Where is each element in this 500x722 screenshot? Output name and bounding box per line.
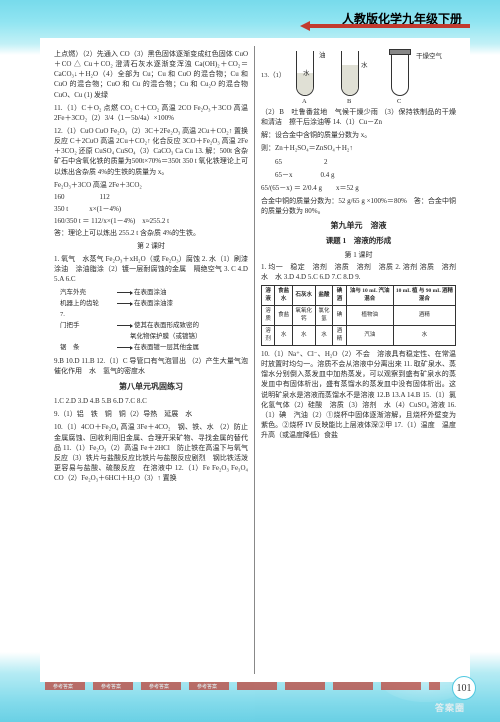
label-b: B <box>347 97 351 106</box>
table-header: 10 mL 植 与 90 mL 酒精混合 <box>393 286 455 306</box>
test-tube-diagram: 13.（1） 油 水 水 干燥空气 A B C <box>261 49 456 104</box>
unit-title: 第八单元巩固练习 <box>54 381 248 393</box>
text-block: 1. 氧气 水蒸气 Fe₂O₃＋xH₂O（或 Fe₂O₃）腐蚀 2. 水（1）刷… <box>54 254 248 284</box>
table-header: 碘酒 <box>333 286 346 306</box>
diagram-label: 门把手 <box>60 320 115 331</box>
text-block: 10.（1）4CO＋Fe₂O₄ 高温 3Fe＋4CO₂ 钢、铁、水 （2）防止金… <box>54 422 248 483</box>
text-block: 11.（1）C＋O₂ 点燃 CO₂ C＋CO₂ 高温 2CO Fe₂O₃＋3CO… <box>54 103 248 123</box>
table-row: 溶质 食盐 氧氧化钙 氯化氢 碘 植物油 酒精 <box>262 306 456 326</box>
equation-line: 350 t x×(1－4%) <box>54 204 248 214</box>
text-block: 65－x 0.4 g <box>261 170 456 180</box>
equation-line: 160/350 t ＝ 112/x×(1－4%) x≈255.2 t <box>54 216 248 226</box>
text-block: 上点燃）（2）先通入 CO（3）黑色固体逐渐变成红色固体 CuO＋CO △ Cu… <box>54 49 248 100</box>
diagram-row: 氧化物保护膜（或镀铬） <box>60 331 248 342</box>
table-cell: 水 <box>315 326 333 346</box>
header-red-bar <box>310 24 470 28</box>
table-cell: 溶剂 <box>262 326 275 346</box>
page-number-badge: 101 <box>452 676 476 700</box>
lesson-heading: 第 2 课时 <box>54 241 248 251</box>
text-block: 12.（1）CuO CuO Fe₂O₃（2）3C＋2Fe₂O₃ 高温 2Cu＋C… <box>54 126 248 177</box>
text-block: 9.（1）铝 铁 铜 铜（2）导热 延展 水 <box>54 409 248 419</box>
table-cell: 食盐 <box>275 306 293 326</box>
text-block: 65 2 <box>261 157 456 167</box>
diagram-action: 在表面涂油 <box>134 287 167 298</box>
right-column: 13.（1） 油 水 水 干燥空气 A B C （2）B 吐鲁番盆地 气候干燥少… <box>255 46 462 674</box>
page-number: 101 <box>457 683 472 694</box>
watermark-text: 答案圈 <box>435 701 465 714</box>
diagram-action: 在表面涂油漆 <box>134 298 173 309</box>
text-block: 10.（1）Na⁺、Cl⁻、H₂O（2）不会 溶液具有稳定性、在常温时放置时均匀… <box>261 349 456 440</box>
table-row: 溶剂 水 水 水 酒精 汽油 水 <box>262 326 456 346</box>
equation-line: 160 112 <box>54 192 248 202</box>
main-content: 上点燃）（2）先通入 CO（3）黑色固体逐渐变成红色固体 CuO＋CO △ Cu… <box>40 38 470 682</box>
text-block: （2）B 吐鲁番盆地 气候干燥少雨 （3）保持铁制品的干燥和清洁 擦干后涂油等 … <box>261 107 456 127</box>
diagram-row: 汽车外壳 在表面涂油 <box>60 287 248 298</box>
left-column: 上点燃）（2）先通入 CO（3）黑色固体逐渐变成红色固体 CuO＋CO △ Cu… <box>48 46 255 674</box>
table-row: 溶液 食盐水 石灰水 盐酸 碘酒 油与 10 mL 汽油混合 10 mL 植 与… <box>262 286 456 306</box>
arrow-diagram: 汽车外壳 在表面涂油 机器上的齿轮 在表面涂油漆 7. 门把手 使其在表面形成致… <box>54 287 248 353</box>
arrow-icon <box>117 347 132 348</box>
table-cell: 酒精 <box>333 326 346 346</box>
table-cell: 水 <box>293 326 316 346</box>
diagram-label: 机器上的齿轮 <box>60 298 115 309</box>
table-header: 石灰水 <box>293 286 316 306</box>
lesson-heading: 第 1 课时 <box>261 250 456 260</box>
table-cell: 溶质 <box>262 306 275 326</box>
label-water: 水 <box>361 61 368 70</box>
test-tube-c <box>391 51 409 96</box>
table-header: 溶液 <box>262 286 275 306</box>
label-dry-air: 干燥空气 <box>416 52 444 61</box>
question-number: 13.（1） <box>261 71 285 80</box>
label-c: C <box>397 97 401 106</box>
table-cell: 水 <box>275 326 293 346</box>
footer-label: 参考答案 <box>101 683 121 690</box>
table-cell: 氧氧化钙 <box>293 306 316 326</box>
text-block: 65/(65－x) ＝ 2/0.4 g x＝52 g <box>261 183 456 193</box>
text-block: 1. 均一 稳定 溶剂 溶质 溶剂 溶质 2. 溶剂 溶质 溶剂 水 水 3.D… <box>261 262 456 282</box>
arrow-icon <box>117 325 132 326</box>
text-block: 合金中铜的质量分数为：52 g/65 g ×100%＝80% 答：合金中铜的质量… <box>261 196 456 216</box>
label-oil: 油 <box>319 51 326 60</box>
table-cell: 水 <box>393 326 455 346</box>
label-a: A <box>302 97 307 106</box>
table-cell: 汽油 <box>346 326 393 346</box>
diagram-num: 7. <box>60 309 248 320</box>
diagram-action: 使其在表面形成致密的 <box>134 320 199 331</box>
table-header: 食盐水 <box>275 286 293 306</box>
text-block: 9.B 10.D 11.B 12.（1）C 导管口有气泡冒出 （2）产生大量气泡… <box>54 356 248 376</box>
liquid-fill <box>342 65 358 95</box>
diagram-row: 机器上的齿轮 在表面涂油漆 <box>60 298 248 309</box>
table-cell: 碘 <box>333 306 346 326</box>
arrow-icon <box>117 292 132 293</box>
table-cell: 酒精 <box>393 306 455 326</box>
diagram-label: 汽车外壳 <box>60 287 115 298</box>
text-block: 则：Zn＋H₂SO₄＝ZnSO₄＋H₂↑ <box>261 143 456 153</box>
footer-label: 参考答案 <box>149 683 169 690</box>
diagram-action: 氧化物保护膜（或镀铬） <box>130 331 202 342</box>
text-block: 答：理论上可以炼出 255.2 t 含杂质 4%的生铁。 <box>54 228 248 238</box>
label-water: 水 <box>303 69 310 78</box>
diagram-action: 在表面镀一层其他金属 <box>134 342 199 353</box>
solution-table: 溶液 食盐水 石灰水 盐酸 碘酒 油与 10 mL 汽油混合 10 mL 植 与… <box>261 285 456 346</box>
footer-decoration: 参考答案 参考答案 参考答案 参考答案 <box>45 682 440 690</box>
equation-line: Fe₂O₃＋3CO 高温 2Fe＋3CO₂ <box>54 180 248 190</box>
test-tube-b <box>341 51 359 96</box>
table-header: 油与 10 mL 汽油混合 <box>346 286 393 306</box>
topic-title: 课题 1 溶液的形成 <box>261 236 456 247</box>
stopper-icon <box>389 49 411 55</box>
footer-label: 参考答案 <box>197 683 217 690</box>
table-cell: 植物油 <box>346 306 393 326</box>
diagram-row: 锯 条 在表面镀一层其他金属 <box>60 342 248 353</box>
text-block: 解：设合金中含铜的质量分数为 x。 <box>261 130 456 140</box>
table-cell: 氯化氢 <box>315 306 333 326</box>
footer-label: 参考答案 <box>53 683 73 690</box>
text-block: 1.C 2.D 3.D 4.B 5.B 6.D 7.C 8.C <box>54 396 248 406</box>
arrow-icon <box>117 303 132 304</box>
diagram-label: 锯 条 <box>60 342 115 353</box>
table-header: 盐酸 <box>315 286 333 306</box>
diagram-row: 门把手 使其在表面形成致密的 <box>60 320 248 331</box>
unit-title: 第九单元 溶液 <box>261 220 456 232</box>
